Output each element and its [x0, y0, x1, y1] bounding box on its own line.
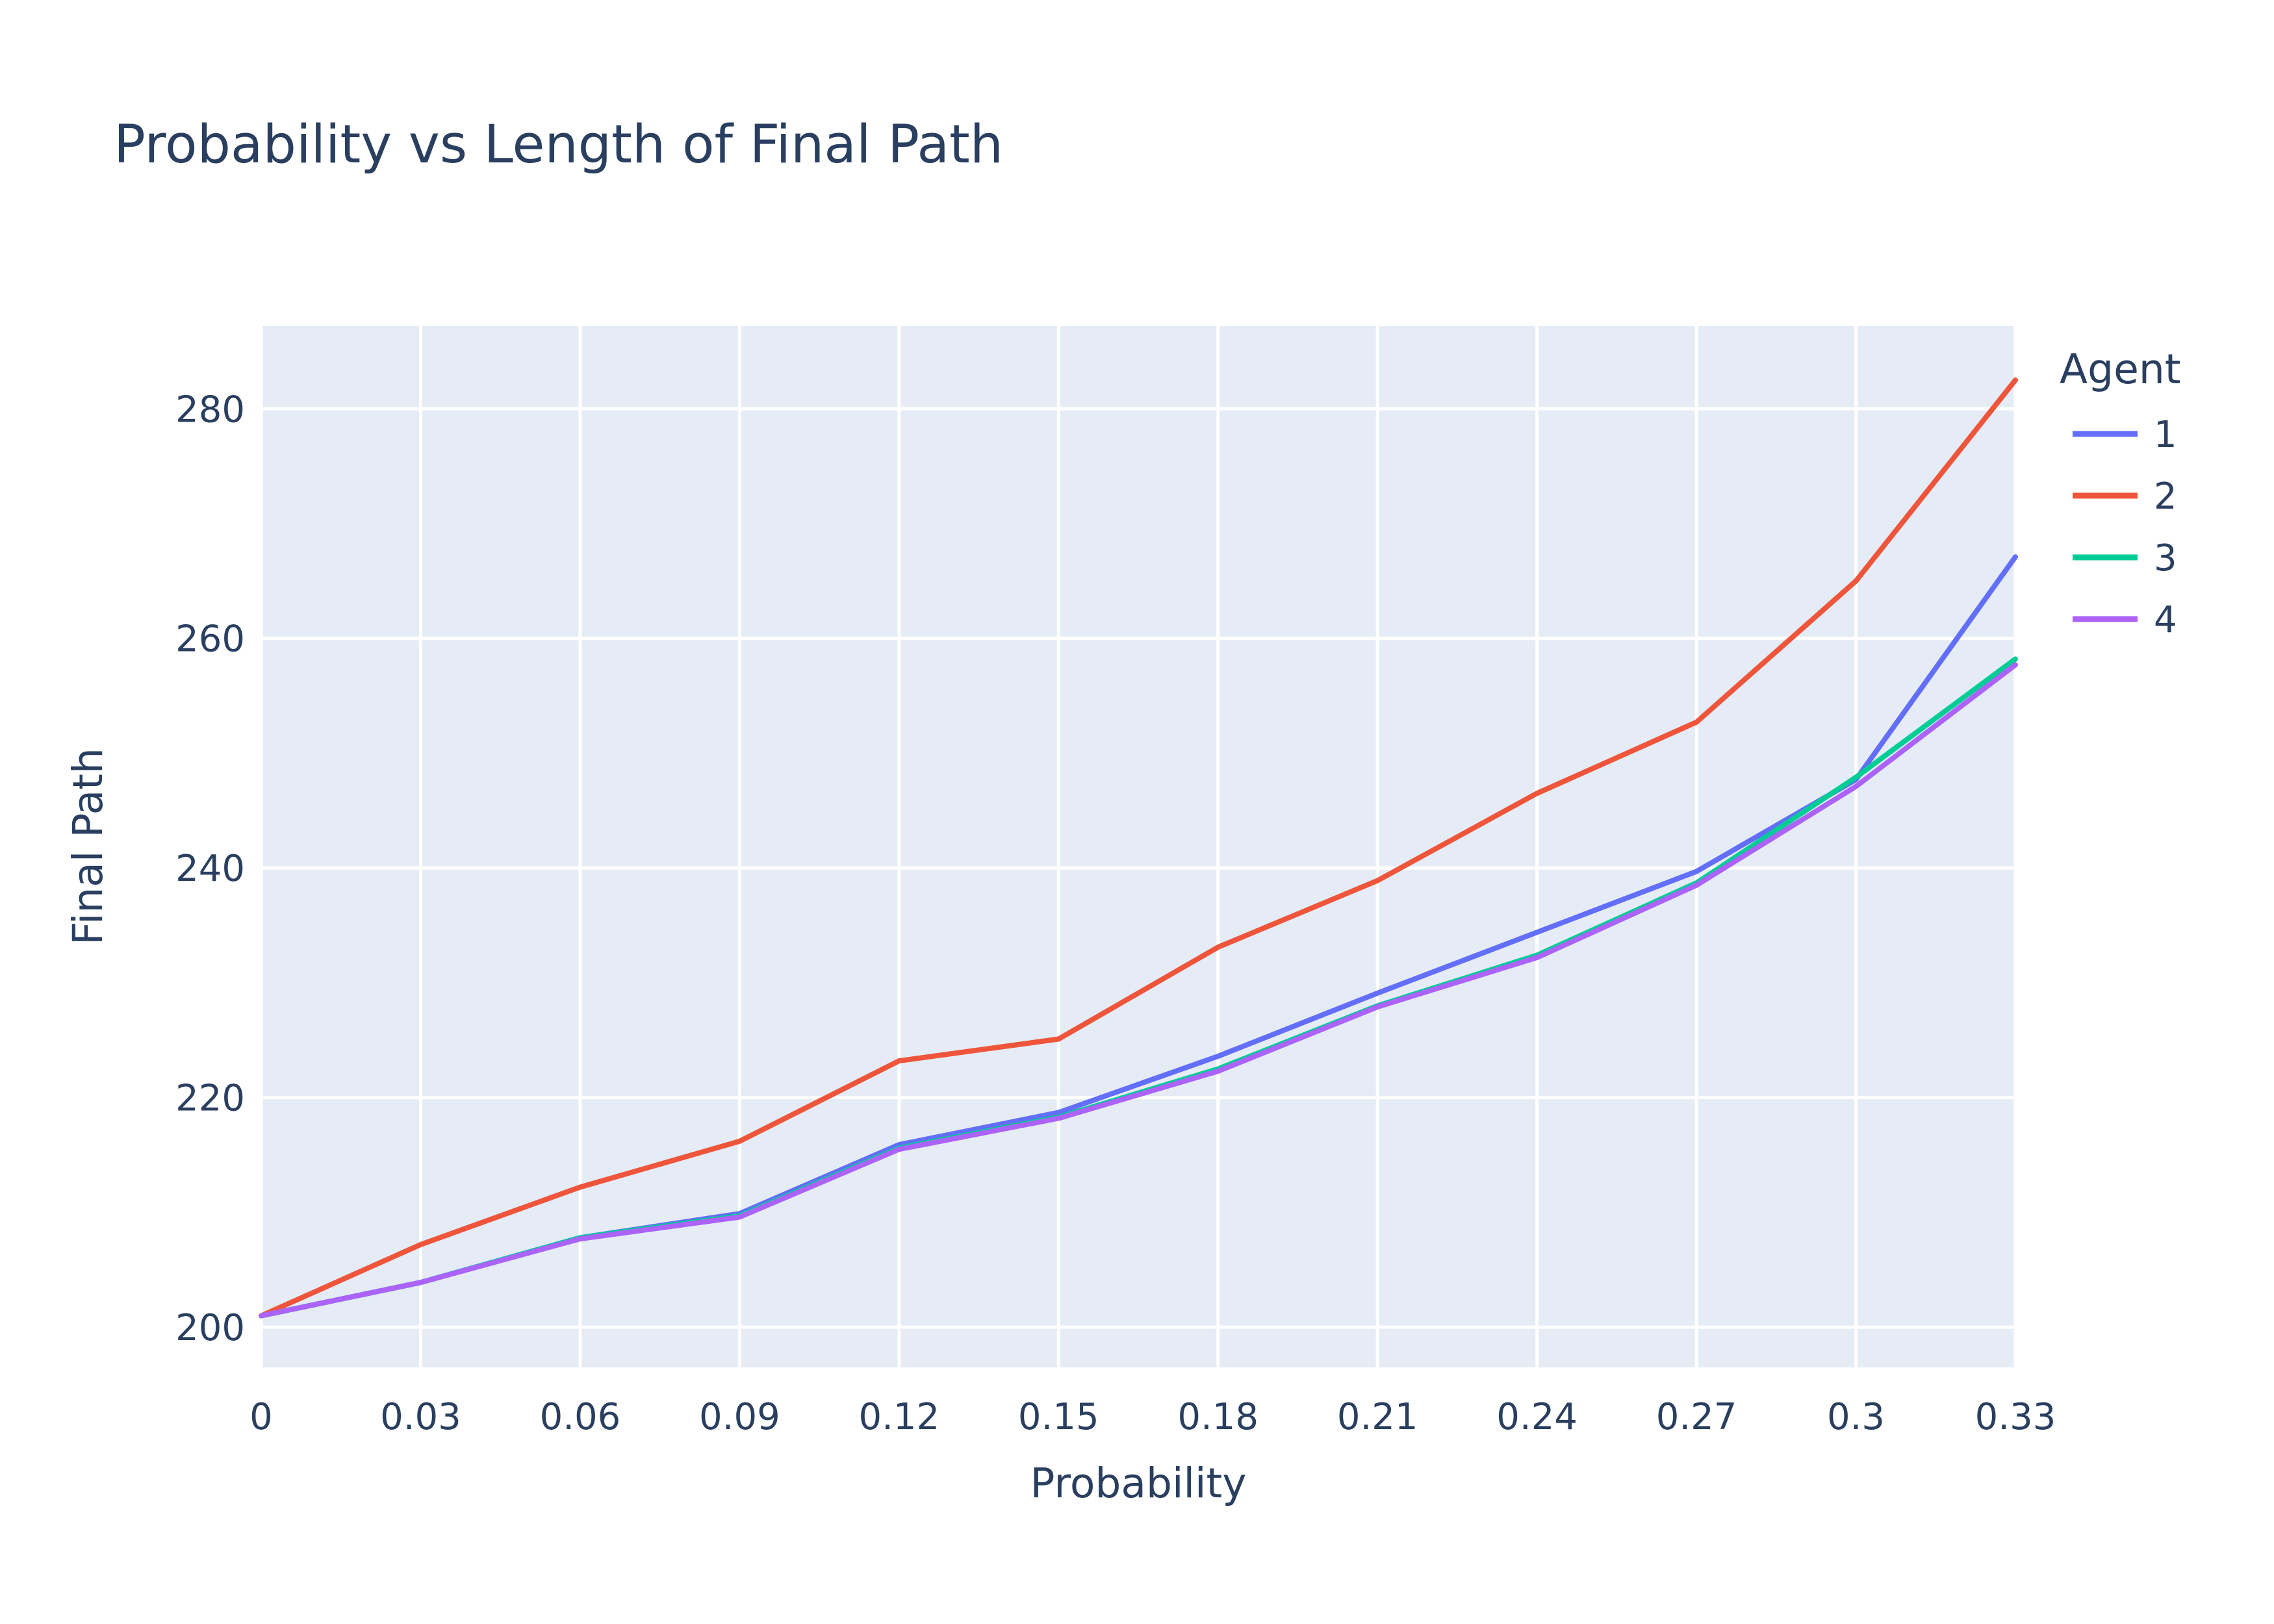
y-tick-labels: 200 220 240 260 280	[175, 388, 245, 1349]
y-tick-label: 280	[175, 388, 245, 431]
legend-item-agent-2[interactable]: 2	[2073, 476, 2177, 518]
legend[interactable]: Agent 1 2 3 4	[2060, 346, 2180, 641]
x-tick-label: 0.09	[699, 1396, 780, 1438]
y-tick-label: 220	[175, 1078, 245, 1120]
x-tick-label: 0.33	[1975, 1396, 2056, 1438]
chart-title: Probability vs Length of Final Path	[114, 114, 1003, 175]
series-lines[interactable]	[259, 377, 2018, 1319]
y-tick-label: 260	[175, 618, 245, 661]
x-axis-title: Probability	[1030, 1460, 1246, 1507]
legend-label: 2	[2154, 476, 2177, 518]
x-tick-label: 0.21	[1337, 1396, 1418, 1438]
plot-area	[261, 326, 2015, 1367]
x-tick-labels: 0 0.03 0.06 0.09 0.12 0.15 0.18 0.21 0.24 0.27 0.3…	[249, 1396, 2056, 1438]
y-tick-label: 240	[175, 848, 245, 890]
x-gridlines	[259, 326, 2017, 1367]
y-axis-title: Final Path	[64, 748, 112, 945]
legend-label: 4	[2154, 599, 2177, 641]
x-tick-label: 0.27	[1656, 1396, 1737, 1438]
x-tick-label: 0.18	[1177, 1396, 1258, 1438]
legend-item-agent-3[interactable]: 3	[2073, 537, 2177, 579]
legend-item-agent-1[interactable]: 1	[2073, 414, 2177, 456]
y-tick-label: 200	[175, 1307, 245, 1349]
legend-item-agent-4[interactable]: 4	[2073, 599, 2177, 641]
series-line-agent-2[interactable]	[259, 377, 2018, 1319]
x-tick-label: 0.3	[1827, 1396, 1885, 1438]
legend-title: Agent	[2060, 346, 2180, 393]
legend-label: 3	[2154, 537, 2177, 579]
x-tick-label: 0.12	[858, 1396, 939, 1438]
x-tick-label: 0.24	[1496, 1396, 1578, 1438]
x-tick-label: 0	[249, 1396, 273, 1438]
x-tick-label: 0.03	[380, 1396, 461, 1438]
legend-label: 1	[2154, 414, 2177, 456]
series-line-agent-4[interactable]	[259, 662, 2018, 1319]
x-tick-label: 0.15	[1018, 1396, 1099, 1438]
x-tick-label: 0.06	[540, 1396, 621, 1438]
